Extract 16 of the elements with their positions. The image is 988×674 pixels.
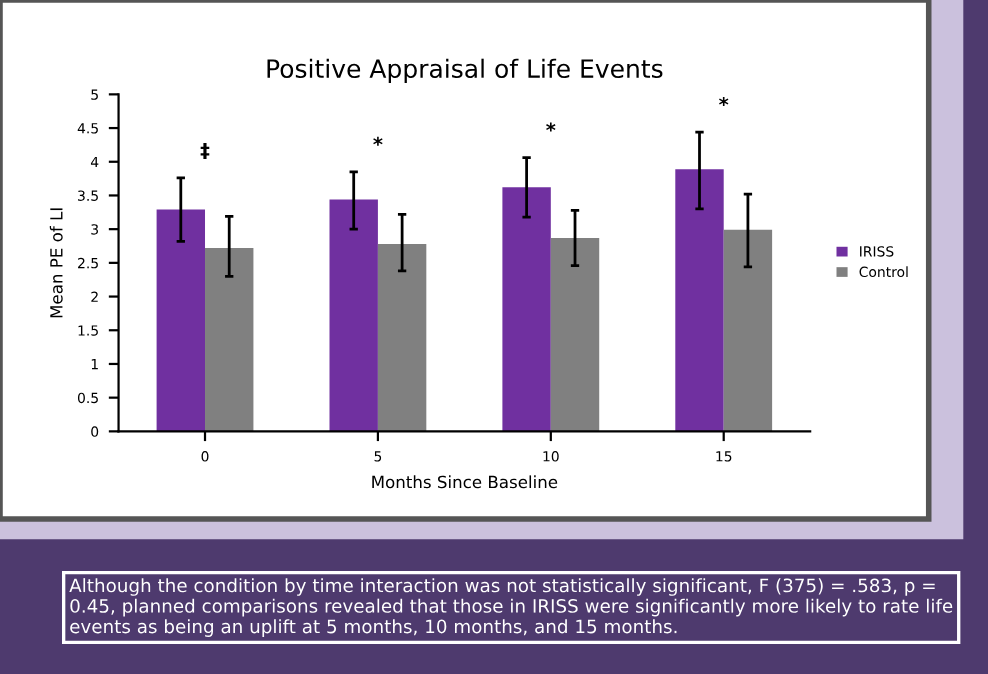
annotation: * xyxy=(719,96,729,106)
bar xyxy=(550,237,600,432)
bar xyxy=(205,248,254,432)
annotation: ‡ xyxy=(200,143,210,160)
y-axis-title: Mean PE of LI xyxy=(49,208,63,318)
chart-title: Positive Appraisal of Life Events xyxy=(267,58,663,83)
text: Although the condition by time interaction was not statistically significant, F (375) = .583, p = 0.45, planned comparisons revealed that those in IRISS were significantly more likely to rate life events as being an uplift at 5 months, 10 months, and 15 months. xyxy=(69,578,953,637)
bar xyxy=(156,209,206,432)
annotation: * xyxy=(373,136,383,146)
x-axis-title: Months Since Baseline xyxy=(372,475,558,489)
bar xyxy=(723,229,773,432)
annotation: * xyxy=(546,122,556,132)
bar xyxy=(675,169,724,432)
bar xyxy=(502,187,551,432)
bar xyxy=(329,199,378,432)
bar xyxy=(377,243,427,432)
